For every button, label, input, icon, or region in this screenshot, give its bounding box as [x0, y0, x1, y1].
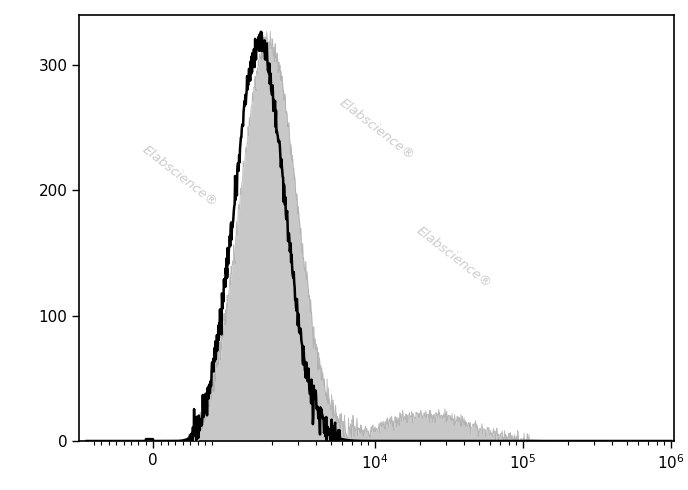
Text: Elabscience®: Elabscience® — [336, 97, 417, 163]
Text: Elabscience®: Elabscience® — [140, 144, 220, 210]
Text: Elabscience®: Elabscience® — [414, 224, 494, 291]
